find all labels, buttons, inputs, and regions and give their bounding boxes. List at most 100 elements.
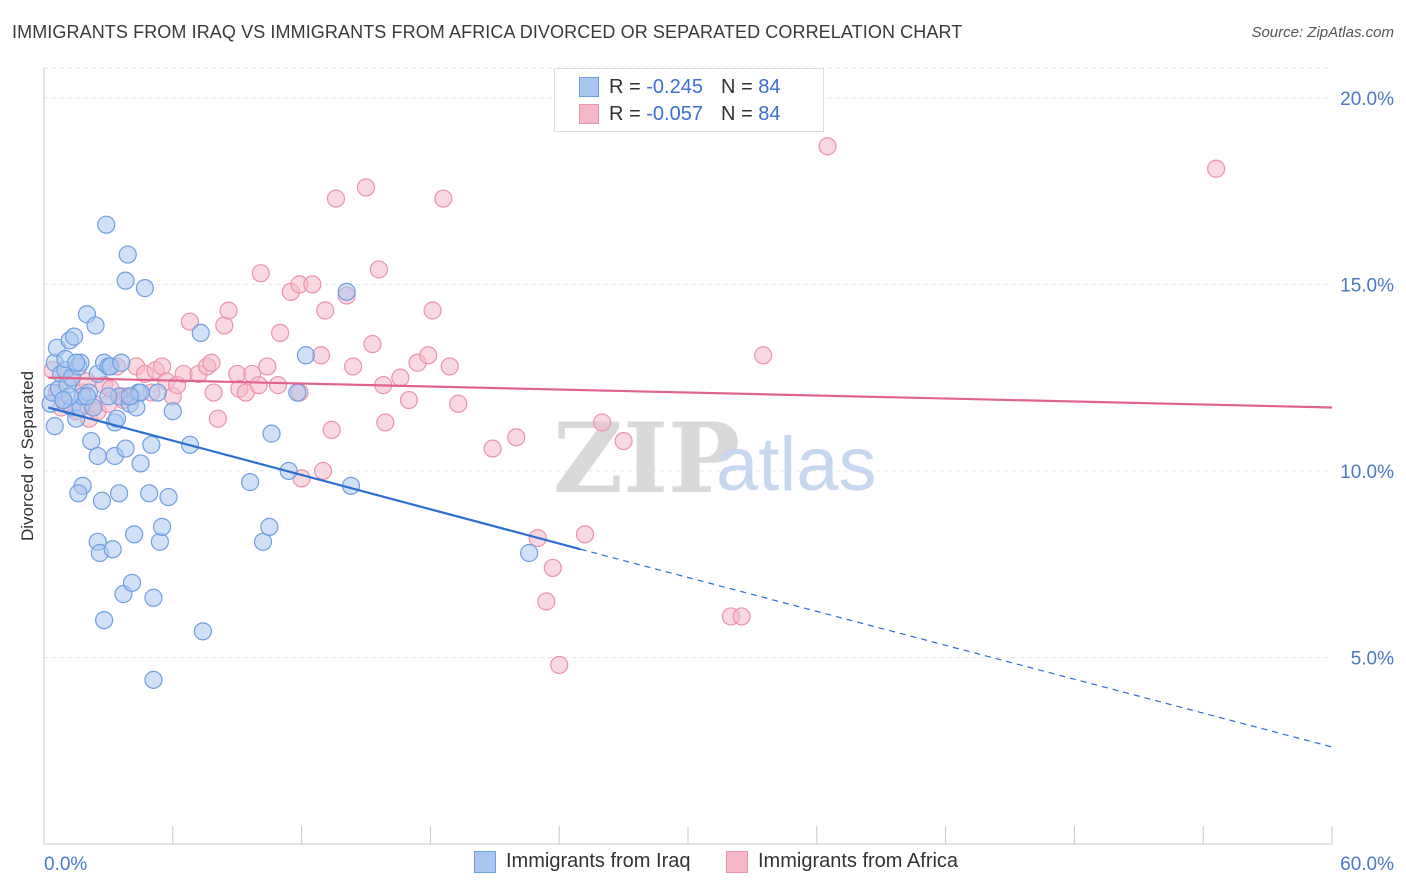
iraq-point <box>191 323 210 342</box>
iraq-point <box>163 402 182 421</box>
africa-point <box>399 390 419 410</box>
iraq-point <box>125 525 144 544</box>
africa-point <box>593 413 612 432</box>
iraq-point <box>86 316 105 335</box>
africa-point <box>483 439 502 458</box>
africa-point <box>376 413 395 432</box>
africa-point <box>391 368 410 387</box>
africa-point <box>537 592 556 611</box>
africa-point <box>258 357 277 376</box>
africa-point <box>208 409 227 428</box>
africa-point <box>271 323 290 342</box>
iraq-point <box>110 484 129 503</box>
africa-point <box>614 431 633 451</box>
iraq-point <box>520 543 539 563</box>
africa-point <box>356 178 376 197</box>
y-tick-label: 15.0% <box>1340 275 1394 296</box>
watermark-atlas: atlas <box>716 422 877 507</box>
legend-label-africa: Immigrants from Africa <box>758 850 959 872</box>
africa-point <box>1206 159 1226 178</box>
africa-point <box>316 301 335 320</box>
africa-point <box>202 353 221 372</box>
africa-point <box>180 312 200 331</box>
stats-r-value-iraq: -0.245 <box>646 75 703 98</box>
iraq-point <box>97 215 116 234</box>
iraq-point <box>116 271 135 290</box>
stats-box: R = -0.245 N = 84 R = -0.057 N = 84 <box>554 68 824 132</box>
iraq-point <box>69 484 88 503</box>
y-ticks: 5.0% 10.0% 15.0% 20.0% <box>1340 89 1394 670</box>
stats-r-value-africa: -0.057 <box>646 102 703 125</box>
africa-point <box>249 376 268 395</box>
iraq-point <box>67 353 86 372</box>
stats-r-label: R = <box>609 75 641 98</box>
iraq-point <box>95 611 114 630</box>
iraq-point <box>193 622 212 641</box>
africa-point <box>754 346 773 365</box>
africa-point <box>434 189 453 208</box>
iraq-point <box>140 484 159 503</box>
africa-point <box>219 301 238 320</box>
iraq-point <box>152 517 172 536</box>
africa-point <box>363 334 382 354</box>
stats-n-value-africa: 84 <box>758 102 781 125</box>
watermark: ZIP atlas <box>553 402 877 515</box>
trend-line-africa <box>48 376 1333 409</box>
iraq-point <box>99 387 118 406</box>
iraq-point <box>103 540 122 559</box>
x-ticks <box>43 826 1333 844</box>
africa-point <box>575 525 595 544</box>
africa-point <box>449 394 468 413</box>
iraq-point <box>135 279 154 298</box>
stats-swatch-iraq <box>579 77 599 97</box>
iraq-point <box>120 387 139 406</box>
legend-item-africa[interactable]: Immigrants from Africa <box>726 850 958 873</box>
iraq-point <box>131 454 150 473</box>
iraq-point <box>260 517 279 536</box>
iraq-point <box>142 435 161 454</box>
iraq-point <box>88 446 107 466</box>
stats-n-label: N = <box>720 75 753 98</box>
iraq-point <box>122 573 142 592</box>
africa-point <box>507 428 526 447</box>
africa-point <box>818 137 837 156</box>
legend-swatch-iraq <box>474 850 496 873</box>
legend-item-iraq[interactable]: Immigrants from Iraq <box>474 850 690 873</box>
legend-label-iraq: Immigrants from Iraq <box>506 850 691 872</box>
africa-point <box>204 383 223 402</box>
africa-point <box>344 357 363 376</box>
iraq-point <box>150 532 170 551</box>
iraq-point <box>64 327 84 346</box>
africa-point <box>732 607 751 626</box>
trend-lines <box>48 376 1333 748</box>
x-tick-label-min: 0.0% <box>44 854 87 875</box>
iraq-point <box>112 353 131 372</box>
africa-point <box>543 558 562 578</box>
africa-point <box>440 357 459 376</box>
stats-r-label: R = <box>609 102 641 125</box>
x-tick-label-max: 60.0% <box>1340 854 1394 875</box>
y-tick-label: 10.0% <box>1340 462 1394 483</box>
stats-row-iraq: R = -0.245 N = 84 <box>555 74 780 100</box>
iraq-point <box>77 387 97 406</box>
stats-n-label: N = <box>720 102 753 125</box>
africa-point <box>268 376 288 395</box>
grid-layer <box>44 67 1332 658</box>
africa-point <box>251 264 270 283</box>
africa-point <box>322 420 341 439</box>
iraq-point <box>116 439 135 458</box>
africa-point <box>313 461 333 481</box>
chart-title: IMMIGRANTS FROM IRAQ VS IMMIGRANTS FROM … <box>12 22 963 42</box>
africa-point <box>419 346 438 365</box>
iraq-point <box>288 383 307 402</box>
chart-source: Source: ZipAtlas.com <box>1251 24 1394 41</box>
iraq-point <box>54 390 73 410</box>
legend-swatch-africa <box>726 850 748 873</box>
iraq-point <box>45 417 64 436</box>
iraq-point <box>144 670 163 689</box>
africa-point <box>152 357 172 376</box>
stats-n-value-iraq: 84 <box>758 75 781 98</box>
iraq-point <box>118 245 137 264</box>
iraq-point <box>144 588 163 607</box>
y-tick-label: 20.0% <box>1340 89 1394 110</box>
